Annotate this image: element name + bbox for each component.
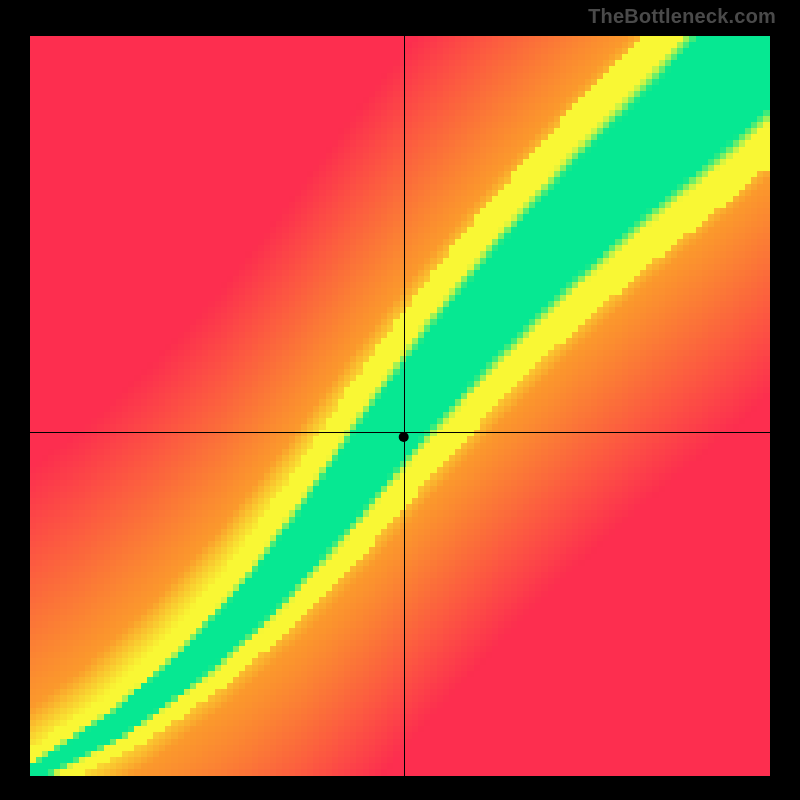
chart-container: TheBottleneck.com: [0, 0, 800, 800]
heatmap-canvas: [30, 36, 770, 776]
watermark-text: TheBottleneck.com: [588, 6, 776, 29]
plot-area: [30, 36, 770, 776]
